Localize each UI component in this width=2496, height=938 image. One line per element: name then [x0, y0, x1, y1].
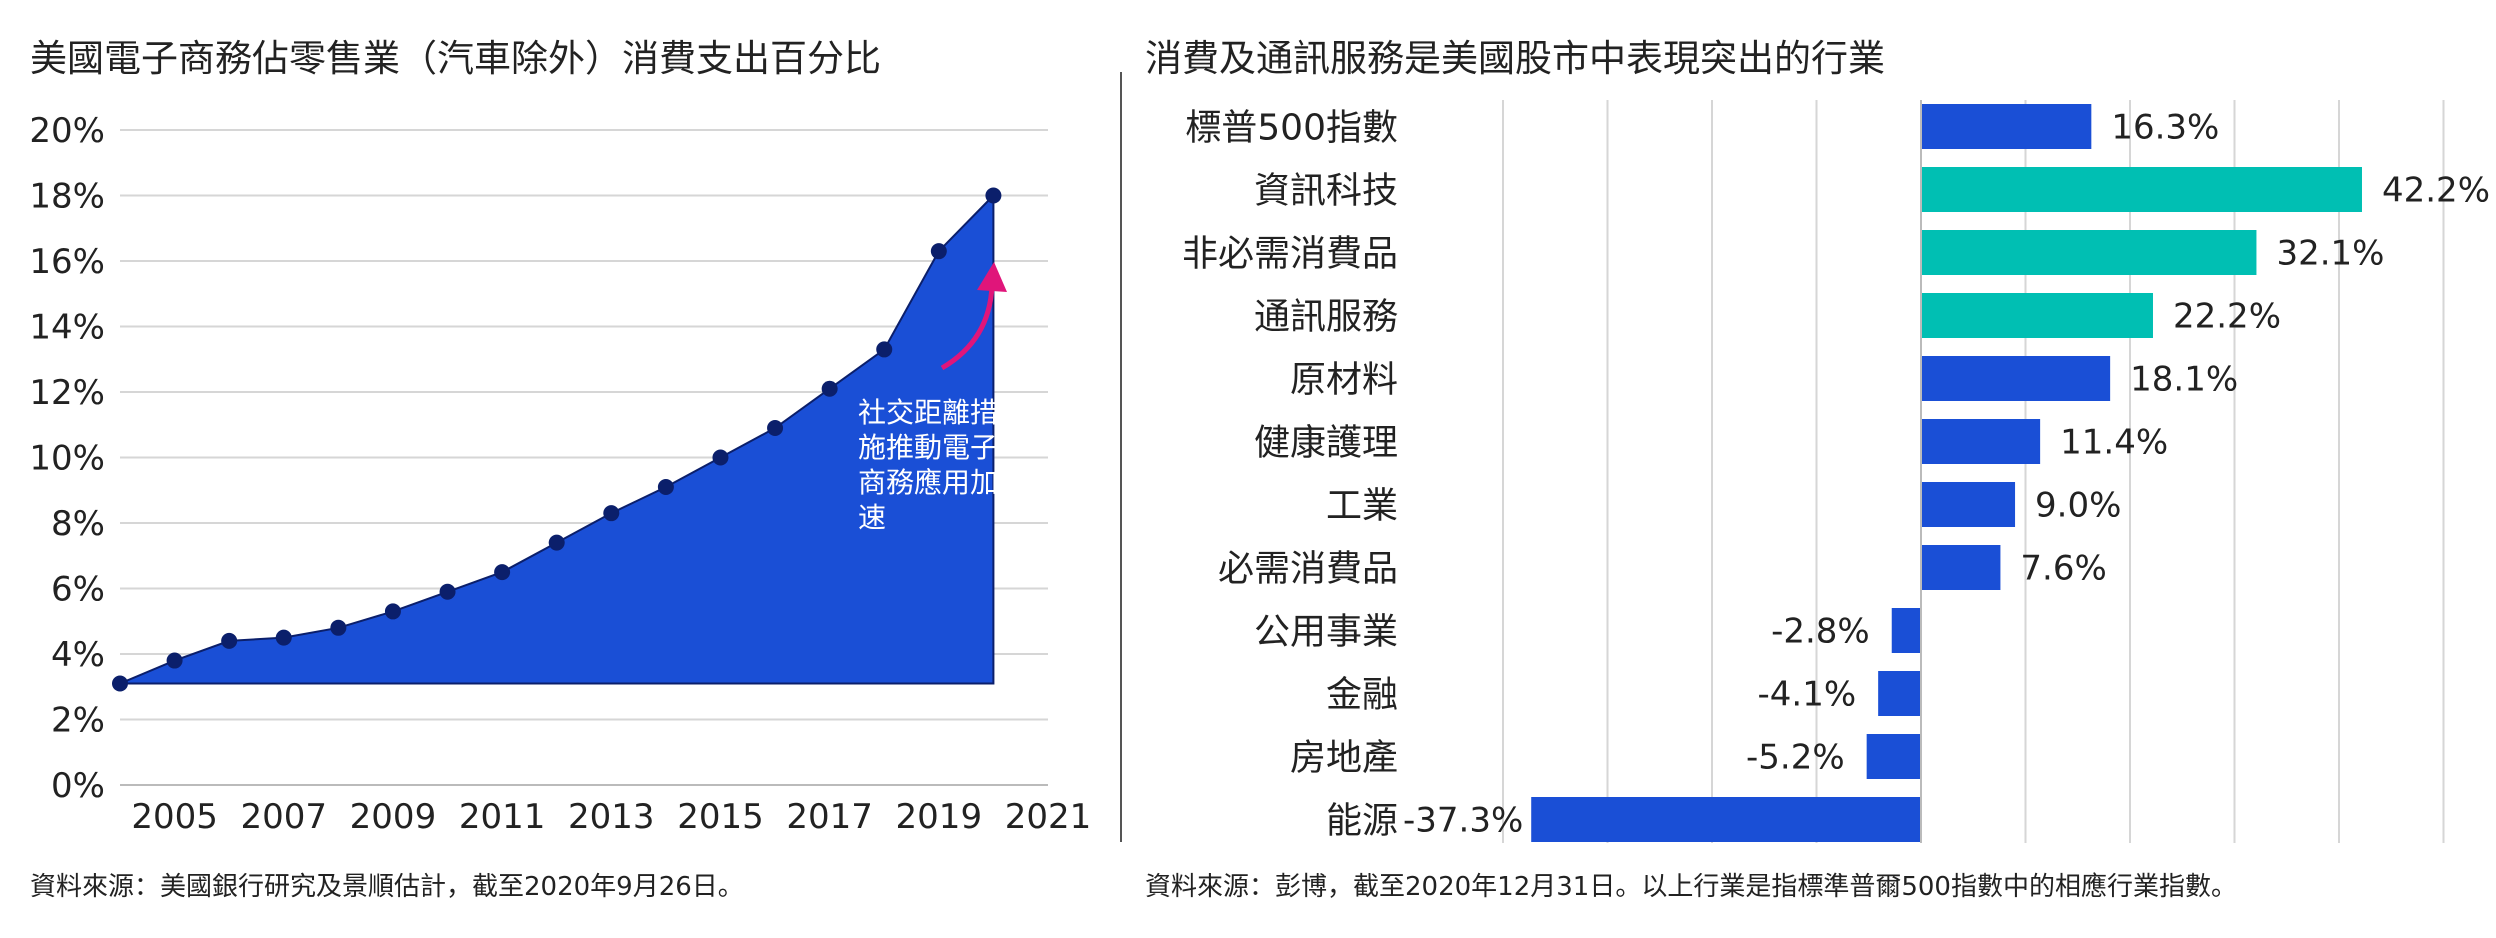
sector-label: 工業 [1326, 486, 1398, 527]
sector-label: 公用事業 [1254, 612, 1398, 653]
sector-bar [1921, 104, 2092, 149]
value-label: -2.8% [1771, 612, 1870, 652]
annotation-line: 施推動電子 [858, 431, 998, 464]
data-point [112, 675, 128, 692]
value-label: 42.2% [2382, 171, 2490, 211]
sector-label: 標普500指數 [1185, 108, 1398, 149]
data-point [712, 449, 729, 466]
right-chart-title: 消費及通訊服務是美國股市中表現突出的行業 [1145, 37, 1885, 80]
value-label: 22.2% [2173, 297, 2281, 337]
sector-bar [1921, 482, 2016, 527]
ecommerce-area-chart: 0% 2% 4% 6% 8% 10% 12% 14% 16% 18% 20% 2005 2007 2009… [29, 111, 1092, 837]
y-tick-label: 16% [29, 242, 105, 282]
y-tick-label: 8% [51, 504, 105, 544]
value-label: 16.3% [2111, 108, 2219, 148]
sector-performance-bar-chart: 標普500指數 16.3% 資訊科技 42.2% 非必需消費品 32.1% 通訊服務 22.2… [1182, 100, 2490, 843]
right-chart-panel: 消費及通訊服務是美國股市中表現突出的行業 標普500指數 16.3% 資訊科技 42.… [1120, 0, 2496, 938]
annotation-line: 社交距離措 [858, 396, 998, 429]
data-point [821, 380, 838, 397]
y-tick-label: 12% [29, 373, 105, 413]
sector-label: 通訊服務 [1254, 297, 1398, 338]
x-tick-label: 2007 [240, 797, 327, 837]
y-tick-label: 10% [29, 439, 105, 479]
value-label: 7.6% [2020, 549, 2106, 589]
sector-bar [1921, 419, 2041, 464]
data-point [275, 629, 292, 646]
value-label: 9.0% [2035, 486, 2121, 526]
value-label: -4.1% [1757, 675, 1856, 715]
panel-divider [1120, 72, 1122, 842]
data-point [603, 505, 620, 522]
data-point [930, 243, 947, 260]
left-source-note: 資料來源：美國銀行研究及景順估計，截至2020年9月26日。 [30, 872, 744, 902]
sector-bar [1891, 608, 1921, 653]
sector-label: 金融 [1326, 675, 1398, 716]
left-chart-title: 美國電子商務佔零售業（汽車除外）消費支出百分比 [30, 37, 881, 80]
x-tick-label: 2009 [350, 797, 437, 837]
value-label: 18.1% [2130, 360, 2238, 400]
y-tick-label: 6% [51, 570, 105, 610]
value-label: -37.3% [1403, 801, 1523, 841]
sector-label: 健康護理 [1254, 423, 1398, 464]
annotation-arrowhead [977, 262, 1007, 292]
x-tick-label: 2021 [1005, 797, 1092, 837]
sector-bar [1921, 293, 2153, 338]
y-tick-label: 4% [51, 635, 105, 675]
sector-bar [1878, 671, 1921, 716]
sector-label: 房地產 [1290, 738, 1398, 779]
annotation-arrow-shaft [940, 284, 995, 371]
x-tick-label: 2013 [568, 797, 655, 837]
y-tick-label: 14% [29, 308, 105, 348]
sector-label: 非必需消費品 [1182, 234, 1398, 275]
sector-bar [1921, 167, 2362, 212]
value-label: -5.2% [1746, 738, 1845, 778]
y-tick-label: 20% [29, 111, 105, 151]
value-label: 32.1% [2276, 234, 2384, 274]
x-tick-label: 2015 [677, 797, 764, 837]
data-point [221, 632, 238, 649]
data-point [330, 619, 347, 636]
sector-label: 必需消費品 [1218, 549, 1398, 590]
sector-bar [1866, 734, 1921, 779]
data-point [548, 534, 565, 551]
data-point [384, 603, 401, 620]
x-tick-label: 2019 [896, 797, 983, 837]
y-tick-label: 2% [51, 701, 105, 741]
data-point [876, 341, 893, 358]
sector-label: 原材料 [1290, 360, 1398, 401]
data-point [494, 564, 511, 581]
value-label: 11.4% [2060, 423, 2168, 463]
right-source-note: 資料來源：彭博，截至2020年12月31日。以上行業是指標準普爾500指數中的相… [1145, 872, 2237, 902]
x-tick-label: 2011 [459, 797, 546, 837]
sector-label: 資訊科技 [1254, 171, 1398, 212]
sector-bar [1921, 230, 2257, 275]
annotation-line: 商務應用加 [858, 466, 998, 499]
sector-bar [1921, 356, 2111, 401]
y-tick-label: 0% [51, 766, 105, 806]
y-tick-label: 18% [29, 177, 105, 217]
sector-label: 能源 [1326, 801, 1398, 842]
sector-bar [1921, 545, 2001, 590]
data-point [985, 187, 1002, 204]
annotation-line: 速 [858, 501, 886, 534]
data-point [657, 478, 674, 495]
sector-bar [1531, 797, 1921, 842]
left-chart-panel: 美國電子商務佔零售業（汽車除外）消費支出百分比 0% 2% 4% 6% 8% 10% 12%… [0, 0, 1120, 938]
data-point [166, 652, 183, 669]
x-tick-label: 2005 [131, 797, 218, 837]
data-point [439, 583, 456, 600]
data-point [767, 420, 784, 437]
x-tick-label: 2017 [786, 797, 873, 837]
